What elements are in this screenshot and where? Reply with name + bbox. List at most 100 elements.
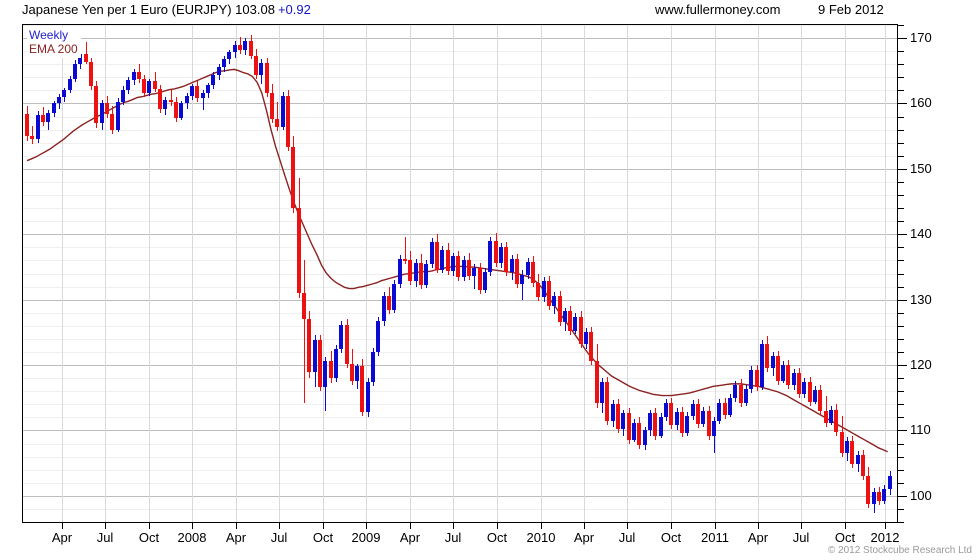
gridline-vertical xyxy=(715,25,716,522)
y-tick-minor xyxy=(898,457,904,458)
gridline-minor xyxy=(23,274,897,275)
gridline-major xyxy=(23,103,897,104)
candle-wick xyxy=(86,42,87,65)
x-tick xyxy=(323,523,324,529)
y-axis-label: 150 xyxy=(910,160,932,176)
candle-body xyxy=(350,363,354,381)
y-tick-minor xyxy=(898,77,904,78)
y-tick-minor xyxy=(898,313,904,314)
candle-body xyxy=(121,90,125,103)
gridline-minor xyxy=(23,117,897,118)
candle-body xyxy=(100,103,104,124)
candle-body xyxy=(233,44,237,53)
gridline-minor xyxy=(23,483,897,484)
x-tick xyxy=(279,523,280,529)
y-tick-minor xyxy=(898,470,904,471)
gridline-vertical xyxy=(323,25,324,522)
candle-body xyxy=(520,274,524,284)
candle-body xyxy=(116,102,120,130)
candle-body xyxy=(685,416,689,434)
y-tick-major xyxy=(898,234,907,235)
candle-body xyxy=(25,113,29,136)
gridline-vertical xyxy=(758,25,759,522)
gridline-vertical xyxy=(845,25,846,522)
candle-body xyxy=(307,319,311,372)
candle-body xyxy=(456,256,460,278)
candle-body xyxy=(611,404,615,422)
candle-body xyxy=(142,78,146,93)
x-tick xyxy=(541,523,542,529)
candle-body xyxy=(712,421,716,436)
x-axis-label: Jul xyxy=(96,530,114,545)
grid xyxy=(23,25,897,522)
candle-body xyxy=(739,384,743,403)
candle-body xyxy=(302,293,306,320)
candle-body xyxy=(185,95,189,104)
candle-body xyxy=(52,103,56,113)
candle-body xyxy=(206,85,210,93)
x-axis: Apr Jul Oct 2008 Apr Jul Oct 2009 Apr Jul Oct 2010 A… xyxy=(22,523,899,553)
candlestick-series xyxy=(23,25,897,522)
candle-body xyxy=(355,366,359,381)
gridline-minor xyxy=(23,208,897,209)
candle-body xyxy=(552,295,556,307)
x-tick xyxy=(885,523,886,529)
y-tick-minor xyxy=(898,522,904,523)
candle-body xyxy=(600,382,604,403)
candle-body xyxy=(73,63,77,79)
gridline-minor xyxy=(23,470,897,471)
x-tick xyxy=(845,523,846,529)
x-tick xyxy=(584,523,585,529)
candle-body xyxy=(627,413,631,440)
x-tick xyxy=(105,523,106,529)
candle-body xyxy=(648,413,652,431)
candle-body xyxy=(94,86,98,124)
candle-body xyxy=(813,389,817,402)
x-axis-label: Jul xyxy=(792,530,810,545)
candle-body xyxy=(339,324,343,350)
candle-body xyxy=(653,413,657,436)
candle-body xyxy=(323,361,327,388)
x-tick xyxy=(801,523,802,529)
x-axis-label: Jul xyxy=(444,530,462,545)
y-axis: 170 160 150 140 130 120 110 100 xyxy=(898,24,980,524)
y-tick-minor xyxy=(898,221,904,222)
x-axis-label: 2009 xyxy=(351,530,381,545)
candle-body xyxy=(84,53,88,62)
gridline-minor xyxy=(23,156,897,157)
x-tick xyxy=(192,523,193,529)
candle-body xyxy=(286,95,290,147)
gridline-minor xyxy=(23,182,897,183)
gridline-vertical xyxy=(801,25,802,522)
y-tick-major xyxy=(898,365,907,366)
y-tick-minor xyxy=(898,90,904,91)
gridline-vertical xyxy=(149,25,150,522)
candle-body xyxy=(163,99,167,109)
gridline-vertical xyxy=(497,25,498,522)
y-tick-minor xyxy=(898,208,904,209)
x-axis-label: 2008 xyxy=(177,530,207,545)
candle-body xyxy=(850,440,854,465)
candle-body xyxy=(776,355,780,381)
candle-body xyxy=(861,455,865,477)
candle-body xyxy=(414,263,418,282)
gridline-minor xyxy=(23,457,897,458)
y-tick-major xyxy=(898,300,907,301)
candle-body xyxy=(744,388,748,403)
gridline-vertical xyxy=(105,25,106,522)
copyright-notice: © 2012 Stockcube Research Ltd xyxy=(827,545,972,556)
y-tick-minor xyxy=(898,404,904,405)
x-axis-label: Apr xyxy=(51,530,73,545)
candle-body xyxy=(504,247,508,273)
chart-date: 9 Feb 2012 xyxy=(818,2,884,17)
candle-body xyxy=(195,86,199,99)
gridline-minor xyxy=(23,247,897,248)
gridline-vertical xyxy=(236,25,237,522)
gridline-major xyxy=(23,300,897,301)
candle-body xyxy=(259,62,263,75)
candle-body xyxy=(201,93,205,99)
candle-body xyxy=(243,40,247,50)
candle-body xyxy=(318,340,322,388)
gridline-vertical xyxy=(627,25,628,522)
site-url: www.fullermoney.com xyxy=(655,2,781,17)
